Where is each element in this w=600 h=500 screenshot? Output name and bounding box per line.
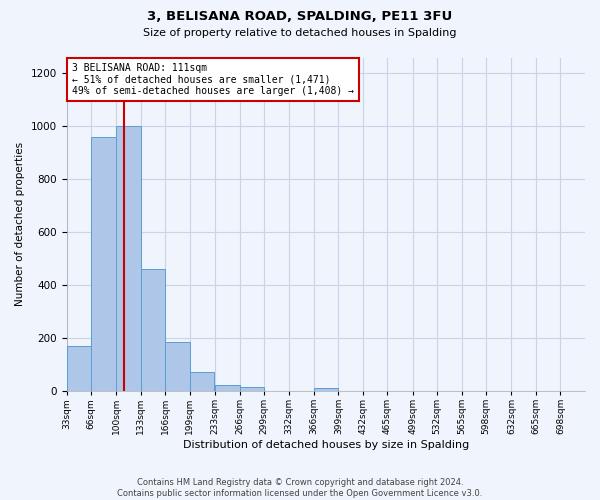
Bar: [215, 384, 239, 391]
Y-axis label: Number of detached properties: Number of detached properties: [15, 142, 25, 306]
Bar: [190, 372, 214, 391]
Bar: [239, 387, 264, 391]
Text: 3, BELISANA ROAD, SPALDING, PE11 3FU: 3, BELISANA ROAD, SPALDING, PE11 3FU: [148, 10, 452, 23]
Bar: [91, 137, 116, 391]
Bar: [141, 270, 166, 391]
Text: Contains HM Land Registry data © Crown copyright and database right 2024.
Contai: Contains HM Land Registry data © Crown c…: [118, 478, 482, 498]
Bar: [67, 346, 91, 391]
Bar: [314, 388, 338, 391]
X-axis label: Distribution of detached houses by size in Spalding: Distribution of detached houses by size …: [182, 440, 469, 450]
Bar: [166, 342, 190, 391]
Bar: [116, 126, 141, 391]
Text: 3 BELISANA ROAD: 111sqm
← 51% of detached houses are smaller (1,471)
49% of semi: 3 BELISANA ROAD: 111sqm ← 51% of detache…: [72, 62, 354, 96]
Text: Size of property relative to detached houses in Spalding: Size of property relative to detached ho…: [143, 28, 457, 38]
